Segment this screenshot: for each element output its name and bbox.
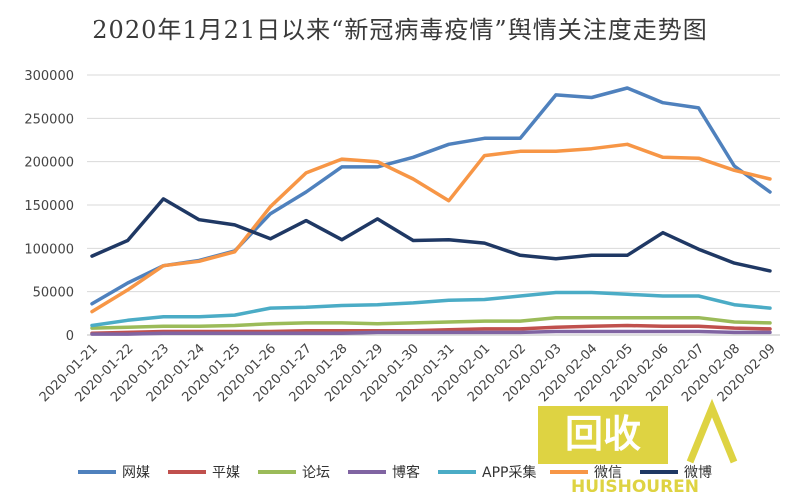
series-line-论坛: [90, 315, 772, 330]
y-tick-label: 100000: [24, 242, 74, 257]
y-tick-label: 200000: [24, 156, 74, 171]
watermark-logo: 回收 HUISHOUREN: [538, 398, 738, 497]
legend-label: 网媒: [122, 465, 150, 481]
legend-label: 微博: [684, 464, 712, 481]
watermark-chevron-icon: [686, 398, 738, 464]
legend: 网媒 平媒 论坛 博客 APP采集 微信 微博: [78, 464, 712, 481]
series-line-微信: [90, 142, 772, 314]
legend-label: 微信: [594, 465, 622, 481]
chart-title: 2020年1月21日以来“新冠病毒疫情”舆情关注度走势图: [92, 16, 708, 44]
y-axis-ticks: 0 50000 100000 150000 200000 250000 300000: [24, 69, 74, 344]
y-tick-label: 0: [66, 329, 74, 344]
y-tick-label: 300000: [24, 69, 74, 84]
series-line-网媒: [90, 86, 772, 306]
legend-label: APP采集: [482, 464, 536, 481]
legend-label: 论坛: [302, 465, 330, 481]
y-tick-label: 150000: [24, 199, 74, 214]
series-line-微博: [90, 197, 772, 273]
y-tick-label: 50000: [33, 286, 74, 301]
watermark-small-text: HUISHOUREN: [571, 477, 699, 497]
y-tick-label: 250000: [24, 112, 74, 127]
x-axis-ticks: 2020-01-212020-01-222020-01-232020-01-24…: [37, 341, 779, 405]
legend-label: 平媒: [212, 465, 240, 481]
series-lines: [90, 86, 772, 336]
series-line-平媒: [90, 323, 772, 336]
series-line-APP采集: [90, 290, 772, 328]
watermark-badge: [538, 406, 668, 464]
legend-label: 博客: [392, 464, 420, 481]
watermark-big-text: 回收: [565, 412, 641, 456]
series-line-博客: [90, 329, 772, 336]
